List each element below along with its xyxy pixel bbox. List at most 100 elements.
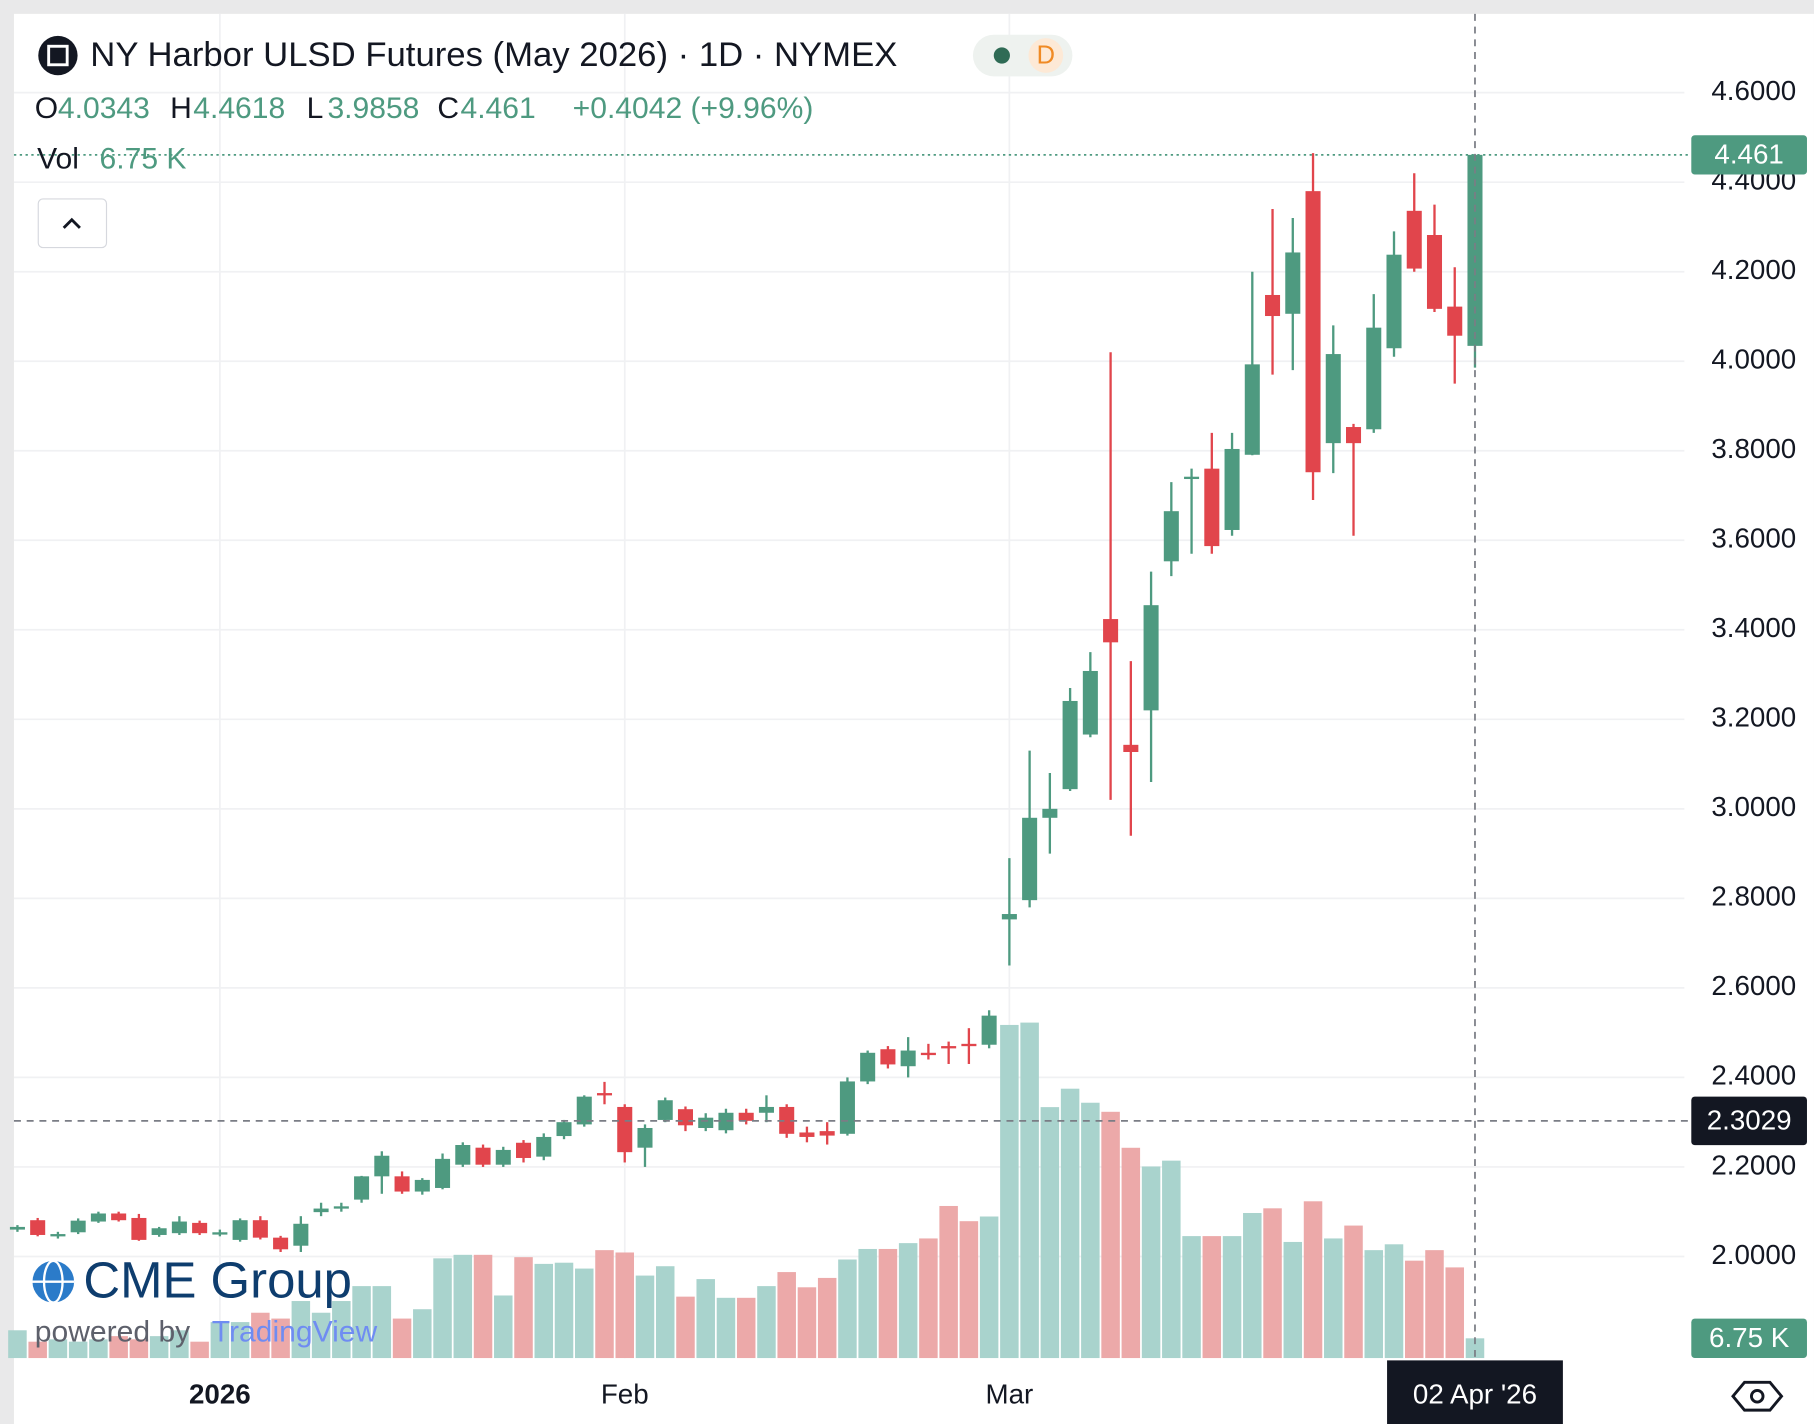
volume-bar bbox=[736, 1297, 756, 1359]
volume-bar bbox=[1404, 1260, 1424, 1359]
candle-body bbox=[799, 1132, 815, 1137]
volume-bar bbox=[676, 1296, 695, 1359]
candle-body bbox=[1082, 670, 1098, 735]
candle-body bbox=[637, 1127, 653, 1148]
volume-bar bbox=[919, 1238, 938, 1359]
volume-bar bbox=[372, 1286, 392, 1359]
candle-body bbox=[374, 1155, 390, 1177]
candle-body bbox=[677, 1109, 693, 1126]
candle-body bbox=[1163, 511, 1179, 562]
volume-bar bbox=[1303, 1201, 1323, 1359]
volume-bar bbox=[1202, 1236, 1222, 1359]
volume-bar bbox=[534, 1263, 554, 1359]
x-tick-label: Mar bbox=[985, 1379, 1033, 1410]
candle-body bbox=[1426, 235, 1443, 309]
volume-bar bbox=[311, 1312, 331, 1359]
change-value: +0.4042 (+9.96%) bbox=[573, 92, 814, 125]
volume-bar bbox=[1182, 1236, 1201, 1359]
volume-bar bbox=[1384, 1244, 1404, 1359]
candle-body bbox=[414, 1179, 430, 1192]
volume-bar bbox=[109, 1336, 128, 1359]
volume-bar bbox=[392, 1318, 412, 1359]
candle-body bbox=[495, 1149, 511, 1165]
x-tick-label: 02 Apr '26 bbox=[1413, 1379, 1537, 1410]
grid bbox=[13, 13, 1685, 1359]
settings-button[interactable] bbox=[1731, 1380, 1784, 1412]
volume-bar bbox=[959, 1221, 979, 1359]
candle-body bbox=[1103, 619, 1119, 643]
volume-bar bbox=[757, 1286, 776, 1359]
candle-body bbox=[313, 1208, 329, 1213]
volume-bar bbox=[939, 1205, 958, 1359]
volume-bar bbox=[1040, 1107, 1060, 1359]
volume-bar bbox=[979, 1216, 999, 1359]
candle-body bbox=[880, 1049, 896, 1065]
candle-body bbox=[1123, 744, 1139, 752]
badge-circle bbox=[1028, 38, 1064, 73]
volume-value: 6.75 K bbox=[100, 143, 187, 176]
volume-bar bbox=[291, 1301, 311, 1359]
candle-body bbox=[1406, 210, 1422, 269]
volume-bar bbox=[1425, 1250, 1444, 1359]
candle-body bbox=[617, 1106, 633, 1153]
collapse-chevron bbox=[62, 217, 81, 229]
volume-bar bbox=[332, 1301, 351, 1359]
candle-body bbox=[1062, 700, 1078, 790]
volume-tag-label: 6.75 K bbox=[1709, 1322, 1790, 1353]
candle-body bbox=[435, 1158, 451, 1188]
candle-body bbox=[1447, 306, 1463, 336]
candle-body bbox=[1345, 427, 1362, 444]
volume-bar bbox=[1445, 1267, 1464, 1359]
volume-bar bbox=[1465, 1338, 1485, 1359]
volume-bar bbox=[898, 1243, 918, 1359]
volume-bar bbox=[8, 1330, 27, 1359]
volume-bar bbox=[716, 1297, 736, 1359]
collapse-button[interactable] bbox=[37, 198, 108, 249]
candle-body bbox=[293, 1223, 309, 1246]
high-value: 4.4618 bbox=[193, 92, 285, 125]
volume-bar bbox=[494, 1295, 513, 1359]
candle-body bbox=[1001, 914, 1017, 920]
volume-bar bbox=[878, 1248, 898, 1359]
volume-bar bbox=[129, 1339, 149, 1359]
candle-body bbox=[151, 1228, 167, 1235]
last-price-tag bbox=[1691, 135, 1807, 175]
crosshair-price-tag bbox=[1691, 1096, 1807, 1146]
volume-bar bbox=[635, 1275, 655, 1359]
volume-bar bbox=[1162, 1160, 1181, 1359]
volume-bar bbox=[1324, 1238, 1343, 1359]
y-tick-label: 2.8000 bbox=[1711, 881, 1796, 912]
low-value: 3.9858 bbox=[327, 92, 419, 125]
ohlc-legend: O 4.0343 H 4.4618 L 3.9858 C 4.461 +0.40… bbox=[35, 92, 814, 176]
settings-icon[interactable] bbox=[1731, 1380, 1784, 1412]
volume-bar bbox=[1101, 1111, 1120, 1359]
candle-body bbox=[758, 1106, 774, 1113]
candle-body bbox=[111, 1213, 127, 1221]
volume-bar bbox=[514, 1257, 533, 1359]
badge-text: D bbox=[1037, 41, 1055, 69]
volume-bar bbox=[817, 1277, 837, 1359]
volume-bar bbox=[149, 1336, 169, 1359]
candle-body bbox=[860, 1052, 876, 1082]
volume-bar bbox=[554, 1262, 574, 1359]
volume-bar bbox=[1222, 1236, 1242, 1359]
volume-bar bbox=[1020, 1022, 1039, 1359]
candle-body bbox=[1325, 354, 1341, 444]
candle-body bbox=[212, 1232, 228, 1235]
volume-bar bbox=[1243, 1212, 1262, 1359]
candle-body bbox=[1467, 154, 1483, 346]
collapse-button-box[interactable] bbox=[37, 198, 108, 249]
candle-body bbox=[839, 1081, 855, 1134]
volume-bar bbox=[1263, 1208, 1282, 1359]
volume-bar bbox=[595, 1250, 614, 1359]
candle-body bbox=[394, 1176, 410, 1192]
last-price-label: 4.461 bbox=[1714, 138, 1783, 169]
y-tick-label: 2.6000 bbox=[1711, 970, 1796, 1001]
candle-body bbox=[232, 1220, 248, 1240]
volume-bar bbox=[575, 1268, 594, 1359]
candle-body bbox=[1022, 817, 1038, 901]
volume-bar bbox=[48, 1339, 68, 1359]
volume-bar bbox=[1081, 1102, 1100, 1359]
